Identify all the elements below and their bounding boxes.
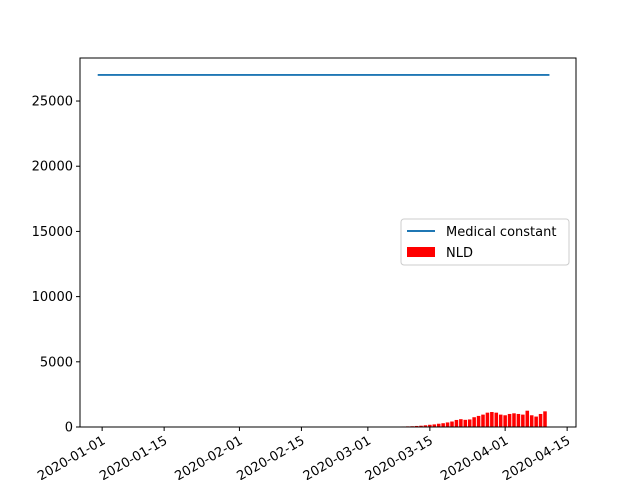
bar-nld	[490, 412, 494, 427]
bar-nld	[481, 414, 485, 427]
legend-swatch-nld	[407, 247, 435, 257]
bar-nld	[454, 419, 459, 427]
legend-box	[400, 218, 570, 266]
bar-nld	[414, 425, 419, 427]
y-tick-label: 0	[65, 421, 73, 436]
bar-nld	[432, 424, 437, 427]
bar-nld	[543, 411, 547, 427]
bar-nld	[529, 415, 534, 427]
bar-nld	[538, 413, 543, 427]
bar-nld	[459, 419, 463, 427]
bar-nld	[516, 413, 521, 427]
bar-nld	[494, 412, 499, 427]
bar-nld	[521, 414, 525, 427]
y-axis: 0 5000 10000 15000 20000 25000	[32, 95, 80, 436]
y-tick-label: 25000	[32, 95, 73, 110]
bar-nld	[503, 415, 507, 427]
bar-nld	[472, 417, 476, 427]
bar-nld	[525, 410, 530, 427]
bar-nld	[498, 414, 503, 427]
bar-nld	[512, 413, 516, 427]
y-tick-label: 15000	[32, 225, 73, 240]
y-tick-label: 10000	[32, 290, 73, 305]
legend-label-medical-constant: Medical constant	[446, 225, 556, 240]
legend-label-nld: NLD	[446, 246, 473, 261]
bar-nld	[534, 416, 538, 427]
bar-nld	[445, 422, 450, 427]
nld-bars	[392, 410, 547, 427]
bar-nld	[441, 423, 445, 427]
plot-frame	[79, 57, 577, 428]
y-tick-label: 20000	[32, 160, 73, 175]
bar-nld	[436, 423, 441, 427]
bar-nld	[423, 425, 428, 427]
y-tick-label: 5000	[40, 355, 73, 370]
bar-nld	[450, 421, 454, 427]
bar-nld	[476, 415, 481, 427]
bar-nld	[507, 413, 512, 427]
bar-nld	[419, 425, 423, 427]
legend: Medical constant NLD	[400, 218, 570, 266]
bar-nld	[428, 424, 432, 427]
bar-nld	[463, 419, 468, 427]
bar-nld	[485, 412, 490, 427]
bar-nld	[467, 419, 472, 427]
